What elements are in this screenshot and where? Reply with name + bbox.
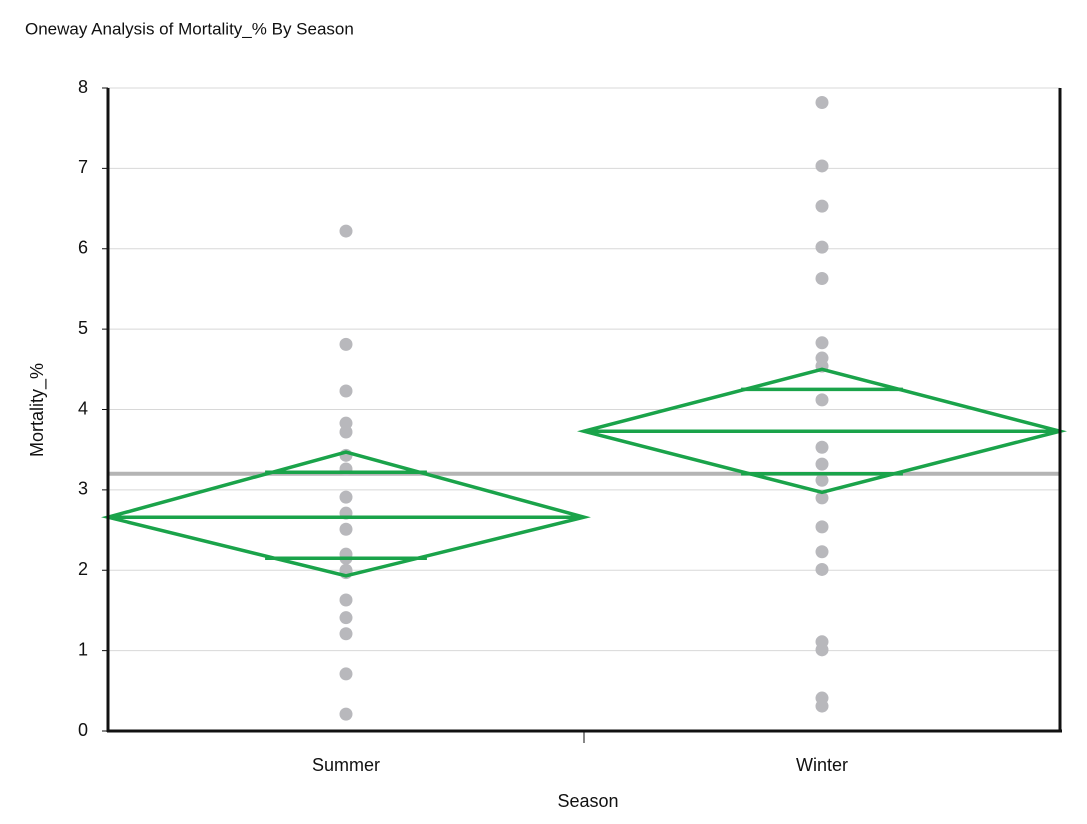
chart-title: Oneway Analysis of Mortality_% By Season <box>25 19 354 38</box>
data-point <box>339 337 353 351</box>
data-point <box>815 643 829 657</box>
y-tick-label: 8 <box>78 77 88 97</box>
data-point <box>815 393 829 407</box>
data-point <box>815 457 829 471</box>
data-point <box>815 473 829 487</box>
data-point <box>815 336 829 350</box>
y-tick-label: 3 <box>78 479 88 499</box>
data-point <box>815 159 829 173</box>
data-point <box>339 611 353 625</box>
x-axis-label: Season <box>557 791 618 811</box>
data-point <box>815 440 829 454</box>
y-tick-label: 2 <box>78 559 88 579</box>
data-point <box>339 490 353 504</box>
data-point <box>339 425 353 439</box>
data-point <box>815 562 829 576</box>
x-tick-label: Summer <box>312 755 380 775</box>
data-point <box>339 627 353 641</box>
data-point <box>815 520 829 534</box>
data-point <box>339 667 353 681</box>
data-point <box>815 95 829 109</box>
data-point <box>339 522 353 536</box>
data-point <box>815 545 829 559</box>
data-point <box>815 491 829 505</box>
data-point <box>339 593 353 607</box>
data-point <box>815 240 829 254</box>
y-tick-label: 5 <box>78 318 88 338</box>
y-axis-label: Mortality_% <box>27 363 48 457</box>
y-tick-label: 6 <box>78 238 88 258</box>
x-tick-label: Winter <box>796 755 848 775</box>
data-point <box>815 199 829 213</box>
data-point <box>339 384 353 398</box>
data-point <box>815 271 829 285</box>
y-tick-label: 1 <box>78 639 88 659</box>
y-tick-label: 0 <box>78 720 88 740</box>
data-point <box>339 224 353 238</box>
y-tick-label: 4 <box>78 398 88 418</box>
y-tick-label: 7 <box>78 157 88 177</box>
data-point <box>339 707 353 721</box>
data-point <box>815 699 829 713</box>
